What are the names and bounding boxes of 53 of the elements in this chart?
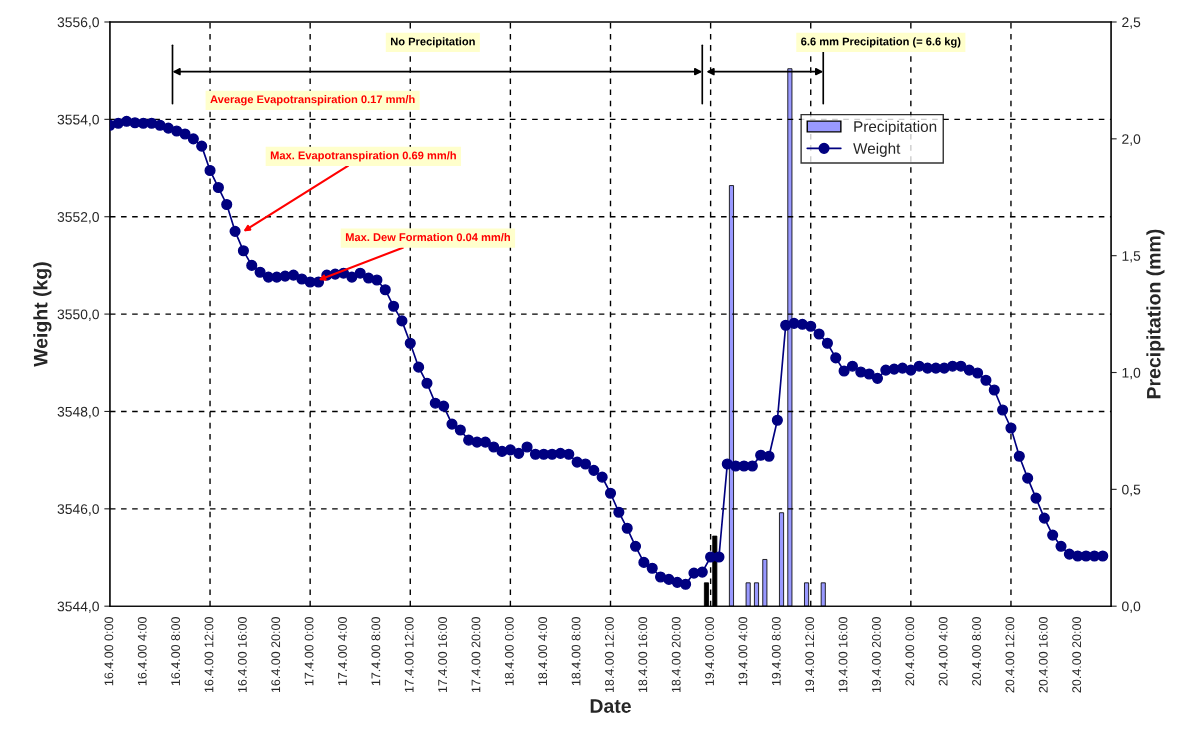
legend-label: Precipitation bbox=[854, 120, 937, 136]
x-tick-label: 19.4.00 8:00 bbox=[771, 617, 781, 686]
x-tick-label: 16.4.00 8:00 bbox=[171, 617, 181, 686]
y2-tick-label: 0,0 bbox=[1122, 601, 1141, 613]
x-tick-label: 17.4.00 8:00 bbox=[371, 617, 381, 686]
x-tick-label: 17.4.00 20:00 bbox=[471, 617, 481, 693]
annotation: 6.6 mm Precipitation (= 6.6 kg) bbox=[801, 37, 961, 48]
y-tick-label: 3544,0 bbox=[57, 601, 99, 613]
x-tick-label: 19.4.00 4:00 bbox=[738, 617, 748, 686]
x-tick-label: 17.4.00 0:00 bbox=[304, 617, 314, 686]
x-axis-title: Date bbox=[590, 699, 631, 713]
y-tick-label: 3552,0 bbox=[57, 212, 99, 224]
x-tick-label: 16.4.00 12:00 bbox=[204, 617, 214, 693]
y2-axis-title: Precipitation (mm) bbox=[1146, 229, 1165, 399]
x-tick-label: 19.4.00 0:00 bbox=[705, 617, 714, 686]
y-tick-label: 3556,0 bbox=[57, 17, 99, 29]
annotation: No Precipitation bbox=[390, 37, 475, 48]
x-tick-label: 20.4.00 20:00 bbox=[1072, 617, 1082, 693]
x-tick-label: 20.4.00 16:00 bbox=[1038, 617, 1048, 693]
y2-tick-label: 1,0 bbox=[1122, 367, 1141, 380]
x-tick-label: 17.4.00 4:00 bbox=[338, 617, 347, 686]
x-tick-label: 16.4.00 4:00 bbox=[137, 617, 147, 686]
x-tick-label: 16.4.00 0:00 bbox=[104, 617, 114, 686]
x-tick-label: 19.4.00 16:00 bbox=[838, 617, 848, 693]
x-tick-label: 17.4.00 12:00 bbox=[404, 617, 414, 693]
y-tick-label: 3554,0 bbox=[57, 114, 99, 127]
x-tick-label: 20.4.00 0:00 bbox=[905, 617, 915, 686]
x-tick-label: 20.4.00 12:00 bbox=[1005, 617, 1015, 693]
annotation: Max. Evapotranspiration 0.69 mm/h bbox=[270, 151, 456, 162]
annotation: Max. Dew Formation 0.04 mm/h bbox=[345, 232, 510, 242]
x-tick-label: 18.4.00 8:00 bbox=[571, 617, 581, 686]
x-tick-label: 20.4.00 8:00 bbox=[972, 617, 981, 686]
y2-tick-label: 2,5 bbox=[1122, 17, 1141, 29]
x-tick-label: 18.4.00 20:00 bbox=[671, 617, 681, 693]
x-tick-label: 16.4.00 20:00 bbox=[271, 617, 281, 693]
y-tick-label: 3550,0 bbox=[57, 309, 99, 321]
x-tick-label: 19.4.00 12:00 bbox=[805, 617, 815, 693]
x-tick-label: 18.4.00 0:00 bbox=[504, 617, 514, 686]
y-tick-label: 3546,0 bbox=[57, 504, 99, 516]
x-tick-label: 16.4.00 16:00 bbox=[237, 617, 247, 693]
y-tick-label: 3548,0 bbox=[57, 406, 99, 419]
x-tick-label: 18.4.00 4:00 bbox=[538, 617, 548, 686]
x-tick-label: 18.4.00 12:00 bbox=[605, 617, 614, 693]
y2-tick-label: 0,5 bbox=[1122, 484, 1141, 497]
legend-label: Weight bbox=[853, 142, 901, 157]
x-tick-label: 18.4.00 16:00 bbox=[638, 617, 648, 693]
y2-tick-label: 1,5 bbox=[1122, 251, 1141, 263]
x-tick-label: 20.4.00 4:00 bbox=[938, 617, 948, 686]
x-tick-label: 17.4.00 16:00 bbox=[438, 617, 447, 693]
annotation: Average Evapotranspiration 0.17 mm/h bbox=[210, 95, 415, 106]
y2-tick-label: 2,0 bbox=[1122, 134, 1141, 146]
y-axis-title: Weight (kg) bbox=[33, 262, 52, 367]
x-tick-label: 19.4.00 20:00 bbox=[871, 617, 881, 693]
